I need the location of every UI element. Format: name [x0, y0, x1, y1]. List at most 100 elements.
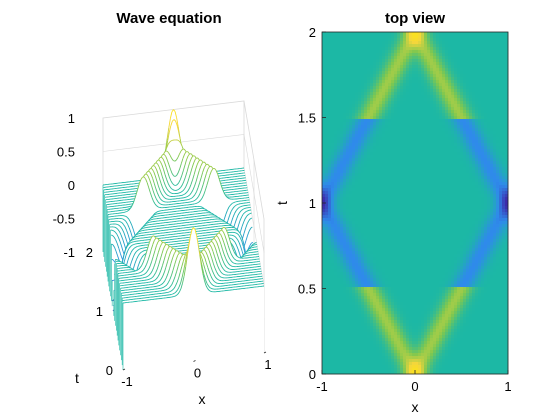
surface-mesh-line	[152, 279, 155, 282]
heatmap-cell	[472, 32, 476, 36]
heatmap-cell	[355, 50, 359, 54]
surface-mesh-line	[129, 241, 133, 244]
heatmap-cell	[364, 35, 368, 39]
heatmap-cell	[442, 53, 446, 57]
surface-mesh-line	[192, 194, 196, 197]
heatmap-cell	[331, 38, 335, 42]
heatmap-chart[interactable]: top view -1 0 100.511.52 x t	[274, 10, 512, 415]
heatmap-cell	[430, 32, 434, 36]
heatmap-cell	[421, 32, 425, 36]
surface-mesh-line	[145, 170, 149, 174]
heatmap-cell	[367, 41, 371, 45]
surface-mesh-line	[169, 290, 171, 293]
surface-mesh-line	[175, 289, 178, 293]
heatmap-cell	[487, 35, 491, 39]
heatmap-cell	[394, 47, 398, 51]
surface-mesh-line	[161, 260, 165, 266]
surface-mesh-line	[133, 246, 137, 249]
surface-mesh-line	[148, 238, 152, 243]
heatmap-cell	[409, 47, 413, 51]
surface-mesh-line	[172, 183, 175, 186]
surface-mesh-line	[182, 193, 185, 196]
surface-mesh-line	[153, 262, 156, 268]
surface-mesh-line	[172, 276, 176, 282]
surface-mesh-line	[178, 179, 181, 184]
surface-mesh-line	[141, 226, 144, 229]
heatmap-cell	[436, 53, 440, 57]
surface-mesh-line	[169, 263, 172, 269]
surface-mesh-line	[195, 202, 198, 205]
surface-mesh-line	[192, 174, 195, 181]
surface-mesh-line	[163, 285, 166, 288]
heatmap-cell	[364, 50, 368, 54]
heatmap-cell	[322, 53, 326, 57]
heatmap-cell	[400, 41, 404, 45]
heatmap-cell	[421, 50, 425, 54]
surface-mesh-line	[133, 235, 136, 238]
surface-mesh-line	[158, 166, 162, 172]
surface-mesh-line	[152, 214, 155, 217]
surface-mesh-line	[141, 255, 144, 258]
heatmap-cell	[418, 53, 422, 57]
surface-mesh-line	[172, 292, 175, 295]
surface-ytick-label: 1	[96, 304, 103, 319]
surface-mesh-line	[171, 158, 174, 161]
surface-mesh-line	[142, 227, 144, 230]
heatmap-cell	[364, 32, 368, 36]
heatmap-cell	[337, 41, 341, 45]
heatmap-cell	[457, 50, 461, 54]
surface-mesh-line	[116, 243, 120, 249]
surface-mesh-line	[208, 290, 211, 292]
surface-mesh-line	[236, 255, 239, 258]
surface-mesh-line	[127, 224, 130, 228]
surface-mesh-line	[182, 153, 186, 159]
surface-mesh-line	[157, 237, 160, 241]
heatmap-cell	[388, 32, 392, 36]
surface-mesh-line	[247, 230, 250, 236]
surface-mesh-line	[120, 234, 124, 240]
heatmap-cell	[436, 50, 440, 54]
heatmap-cell	[325, 38, 329, 42]
surface-mesh-line	[213, 244, 217, 250]
heatmap-cell	[454, 50, 458, 54]
heatmap-cell	[367, 35, 371, 39]
heatmap-cell	[418, 38, 422, 42]
heatmap-cell	[505, 32, 509, 36]
heatmap-cell	[343, 53, 347, 57]
heatmap-cell	[388, 53, 392, 57]
surface-chart[interactable]: Wave equation -1 0 1 0 1 2 -1 -0.5 0 0.5 1 x t	[53, 10, 272, 407]
heatmap-cell	[346, 38, 350, 42]
heatmap-cell	[448, 32, 452, 36]
surface-mesh-line	[182, 276, 185, 284]
heatmap-cell	[424, 53, 428, 57]
heatmap-cell	[361, 44, 365, 48]
heatmap-cell	[451, 41, 455, 45]
surface-mesh-line	[175, 120, 178, 126]
heatmap-cell	[397, 41, 401, 45]
heatmap-cell	[343, 47, 347, 51]
heatmap-cell	[358, 53, 362, 57]
heatmap-cell	[358, 35, 362, 39]
surface-mesh-line	[224, 247, 228, 253]
surface-mesh-line	[224, 227, 227, 230]
surface-mesh-line	[127, 255, 130, 261]
surface-mesh-line	[162, 187, 165, 192]
heatmap-cell	[469, 35, 473, 39]
surface-mesh-line	[232, 213, 236, 218]
surface-mesh-line	[166, 247, 170, 251]
heatmap-cell	[412, 47, 416, 51]
surface-mesh-line	[144, 224, 147, 227]
surface-mesh-line	[179, 266, 183, 273]
surface-mesh-line	[234, 227, 237, 230]
surface-mesh-line	[167, 172, 170, 178]
heatmap-cell	[427, 38, 431, 42]
heatmap-cell	[361, 38, 365, 42]
surface-mesh-line	[169, 155, 173, 159]
surface-mesh-line	[140, 176, 143, 180]
surface-mesh-line	[190, 153, 194, 157]
heatmap-cell	[358, 47, 362, 51]
heatmap-cell	[370, 47, 374, 51]
heatmap-cell	[481, 41, 485, 45]
surface-mesh-line	[157, 163, 160, 168]
heatmap-cell	[388, 35, 392, 39]
